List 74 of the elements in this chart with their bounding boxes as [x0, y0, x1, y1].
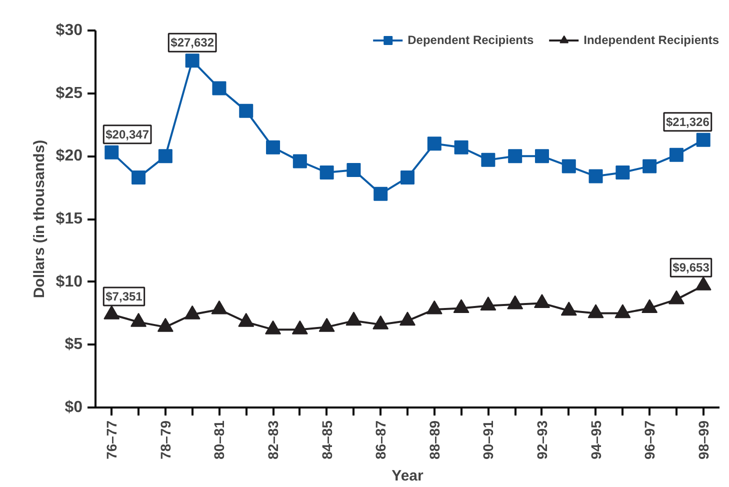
point [238, 312, 254, 327]
point [239, 104, 254, 118]
y-tick-label: $0 [64, 399, 83, 416]
x-tick-label: 98–99 [695, 420, 712, 460]
point [211, 300, 228, 314]
y-tick-label: $25 [56, 84, 83, 102]
point [185, 54, 200, 68]
point [642, 159, 657, 174]
point [588, 304, 604, 318]
point [507, 295, 524, 310]
y-axis-title: Dollars (in thousands) [30, 140, 48, 298]
point [400, 170, 414, 185]
x-tick-label: 88–89 [426, 420, 442, 460]
point [426, 300, 442, 314]
x-tick-label: 80–81 [211, 420, 228, 460]
point [668, 290, 684, 304]
point [372, 315, 389, 330]
point [132, 170, 146, 185]
point [534, 149, 549, 164]
point [184, 305, 200, 320]
y-tick-label: $30 [56, 22, 83, 39]
x-tick-label: 76–77 [104, 420, 120, 460]
x-tick-label: 78–79 [157, 420, 174, 460]
annotation: $21,326 [666, 114, 710, 129]
point [265, 320, 282, 334]
point [560, 302, 577, 316]
point [130, 312, 147, 327]
point [157, 318, 174, 332]
x-tick-label: 84–85 [318, 420, 335, 460]
point [292, 320, 308, 334]
point [614, 304, 631, 318]
point [508, 149, 522, 164]
point [400, 312, 416, 326]
point [346, 162, 361, 177]
point [454, 140, 468, 154]
legend-label: Dependent Recipients [408, 33, 534, 47]
point [696, 132, 710, 147]
y-tick-label: $5 [64, 336, 83, 354]
point [453, 299, 470, 314]
annotation: $7,351 [106, 290, 143, 304]
annotation: $27,632 [170, 36, 214, 50]
x-tick-label: 82–83 [265, 420, 282, 460]
x-tick-label: 86–87 [372, 420, 389, 460]
point [374, 186, 388, 201]
point [616, 166, 630, 180]
point [320, 166, 334, 180]
point [588, 169, 603, 184]
point [481, 152, 496, 167]
y-tick-label: $10 [56, 273, 83, 290]
x-axis-title: Year [392, 467, 424, 484]
point [158, 149, 172, 164]
x-tick-label: 94–95 [588, 420, 604, 460]
point [104, 145, 119, 160]
annotation: $9,653 [672, 260, 710, 275]
y-tick-label: $15 [56, 210, 83, 228]
point [212, 81, 226, 96]
point [562, 159, 576, 174]
point [695, 276, 712, 290]
x-tick-label: 92–93 [534, 420, 550, 460]
x-tick-label: 90–91 [480, 420, 496, 460]
point [480, 296, 496, 311]
point [534, 294, 550, 308]
point [642, 299, 658, 314]
point [346, 312, 362, 326]
y-tick-label: $20 [56, 148, 83, 165]
point [669, 148, 684, 162]
annotation: $20,347 [106, 127, 150, 142]
point [427, 136, 442, 151]
point [104, 305, 120, 320]
x-tick-label: 96–97 [642, 420, 658, 460]
point [266, 140, 280, 154]
point [292, 154, 307, 168]
point [318, 318, 335, 332]
legend-label: Independent Recipients [584, 33, 719, 47]
